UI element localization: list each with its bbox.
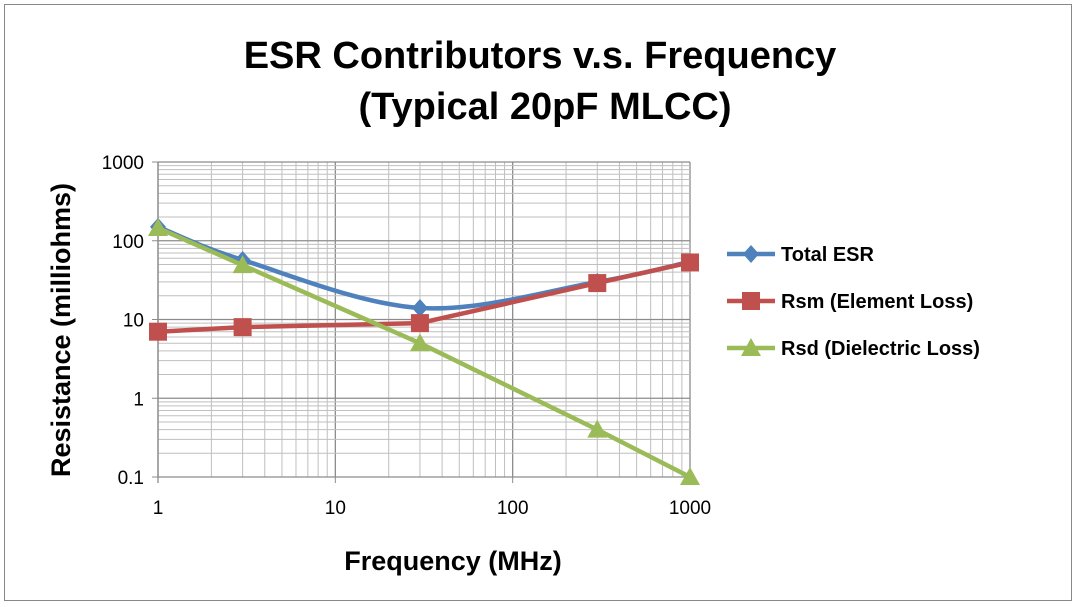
series-2 xyxy=(148,218,700,485)
legend-label: Rsm (Element Loss) xyxy=(781,291,973,313)
x-tick-label: 10 xyxy=(325,498,346,519)
data-point xyxy=(411,298,428,317)
y-tick-label: 100 xyxy=(112,232,144,253)
x-tick-label: 100 xyxy=(497,498,529,519)
legend-marker xyxy=(742,292,760,310)
series-1 xyxy=(149,253,699,341)
x-axis-label: Frequency (MHz) xyxy=(344,546,562,576)
data-point xyxy=(588,274,607,293)
data-point xyxy=(587,419,608,438)
data-point xyxy=(680,467,700,485)
data-point xyxy=(233,318,252,337)
x-tick-label: 1 xyxy=(153,498,164,519)
y-tick-label: 10 xyxy=(123,311,144,332)
data-point xyxy=(149,322,167,341)
legend: Total ESR Rsm (Element Loss) Rsd (Dielectr… xyxy=(727,244,980,360)
data-point xyxy=(148,218,168,237)
legend-label: Rsd (Dielectric Loss) xyxy=(781,338,980,360)
data-point xyxy=(410,314,429,333)
legend-marker xyxy=(741,338,761,356)
y-tick-label: 1 xyxy=(133,389,144,410)
y-axis-label: Resistance (milliohms) xyxy=(46,183,76,477)
legend-label: Total ESR xyxy=(781,244,875,266)
y-tick-label: 1000 xyxy=(102,153,144,174)
data-point xyxy=(409,333,430,352)
chart-title-line-1: ESR Contributors v.s. Frequency xyxy=(244,35,837,77)
tick-labels: 1 10 100 1000 0.1 1 10 100 1000 xyxy=(102,153,711,519)
x-tick-label: 1000 xyxy=(669,498,711,519)
series-0 xyxy=(150,217,698,317)
legend-marker xyxy=(743,245,759,263)
chart-frame xyxy=(4,4,1072,601)
data-point xyxy=(681,253,699,272)
y-tick-label: 0.1 xyxy=(118,468,144,489)
series-group xyxy=(148,217,700,485)
data-point xyxy=(232,255,253,274)
chart-title-line-2: (Typical 20pF MLCC) xyxy=(359,86,732,128)
